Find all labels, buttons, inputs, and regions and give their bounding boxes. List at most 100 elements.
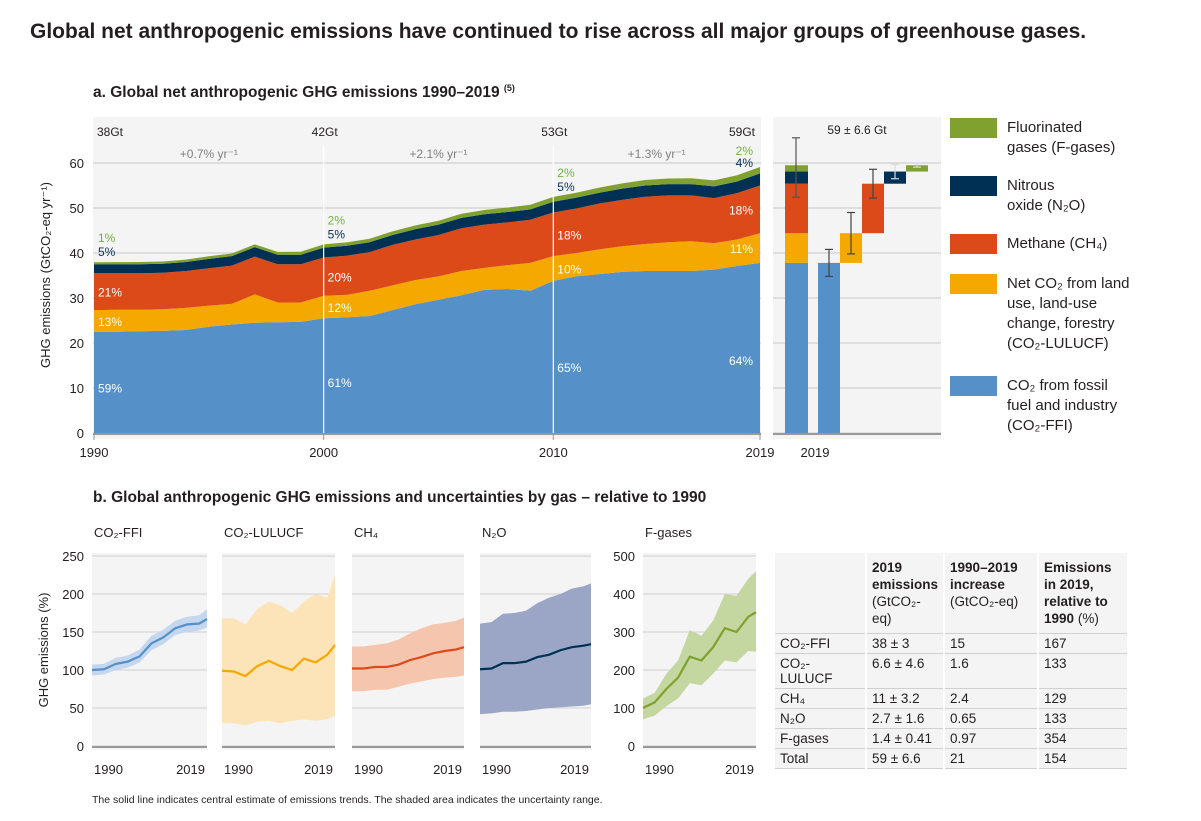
table-row: CH₄ 11 ± 3.2 2.4 129 (775, 688, 1130, 709)
header-unit: (GtCO₂-eq) (950, 594, 1019, 609)
x-tick-label: 2019 (433, 762, 462, 777)
area-ffi (94, 262, 760, 433)
y-tick-label: 200 (62, 587, 84, 602)
area-ch4 (94, 185, 760, 311)
legend-swatch (950, 274, 997, 294)
panel-title-ch4: CH₄ (354, 525, 378, 540)
share-label-ch4: 21% (98, 286, 122, 300)
central-line-n2o (479, 643, 592, 671)
table-cell: 15 (944, 633, 1040, 654)
table-cell: CO₂-FFI (775, 633, 867, 654)
y-tick-label: 10 (70, 381, 84, 396)
legend-label: fuel and industry (1007, 397, 1118, 414)
y-tick-label: 20 (70, 336, 84, 351)
x-tick-label: 1990 (94, 762, 123, 777)
panel-a-title: a. Global net anthropogenic GHG emission… (93, 83, 515, 102)
table-cell: 0.65 (944, 708, 1040, 729)
share-label-lulucf: 10% (557, 263, 581, 277)
y-tick-label: 150 (62, 625, 84, 640)
panel-title-ffi: CO₂-FFI (94, 525, 142, 540)
x-tick-label: 2019 (725, 762, 754, 777)
legend-swatch (950, 118, 997, 138)
table-header (775, 553, 867, 634)
y-tick-label: 30 (70, 291, 84, 306)
share-label-lulucf: 12% (328, 301, 352, 315)
legend-swatch (950, 234, 997, 254)
x-tick-label: 2010 (539, 445, 568, 460)
stacked-bar-lulucf (785, 233, 808, 263)
x-tick-label: 1990 (354, 762, 383, 777)
central-line-lulucf (221, 644, 336, 678)
panel-a-title-text: a. Global net anthropogenic GHG emission… (93, 84, 500, 102)
table-header: 1990–2019 increase (GtCO₂-eq) (944, 553, 1040, 634)
central-line-ch4 (352, 646, 465, 670)
legend-label: use, land-use (1007, 295, 1098, 312)
x-tick-label: 1990 (224, 762, 253, 777)
table-row: Total 59 ± 6.6 21 154 (775, 748, 1130, 769)
uncertainty-band-ffi (92, 609, 207, 676)
total-label: 42Gt (312, 125, 339, 139)
y-tick-label: 0 (77, 739, 84, 754)
table-cell: 133 (1038, 708, 1130, 729)
table-cell: 1.4 ± 0.41 (866, 728, 946, 749)
growth-rate-label: +0.7% yr⁻¹ (180, 147, 238, 161)
y-tick-label: 100 (613, 701, 635, 716)
x-tick-label: 2019 (746, 445, 775, 460)
y-tick-label: 0 (77, 426, 84, 441)
uncertainty-band-ch4 (352, 617, 464, 692)
x-tick-label: 2019 (560, 762, 589, 777)
legend-label: Net CO₂ from land (1007, 275, 1130, 292)
share-label-ffi: 61% (328, 376, 352, 390)
legend-item-ch4: Methane (CH₄) (950, 234, 1107, 254)
x-tick-label: 1990 (645, 762, 674, 777)
table-row: N₂O 2.7 ± 1.6 0.65 133 (775, 708, 1130, 729)
legend-label: (CO₂-LULUCF) (1007, 335, 1109, 352)
panel-title-n2o: N₂O (482, 525, 507, 540)
legend-label: oxide (N₂O) (1007, 197, 1086, 214)
header-text: 1990–2019 increase (950, 560, 1018, 592)
table-cell: CH₄ (775, 688, 867, 709)
header-text: Emissions in 2019, relative to 1990 (1044, 560, 1112, 626)
total-label: 59Gt (729, 125, 756, 139)
table-cell: Total (775, 748, 867, 769)
share-label-fgas: 2% (736, 144, 754, 158)
table-cell: 2.4 (944, 688, 1040, 709)
legend-label: CO₂ from fossil (1007, 377, 1108, 394)
legend-item-fgas: Fluorinated gases (F-gases) (950, 118, 1115, 158)
legend-swatch (950, 376, 997, 396)
growth-rate-label: +2.1% yr⁻¹ (409, 147, 467, 161)
y-axis-label: GHG emissions (%) (36, 593, 51, 708)
share-label-n2o: 5% (98, 245, 116, 259)
legend-label: (CO₂-FFI) (1007, 417, 1073, 434)
share-label-fgas: 1% (98, 231, 116, 245)
panel-b-title: b. Global anthropogenic GHG emissions an… (93, 489, 707, 506)
bar-panel-title: 59 ± 6.6 Gt (827, 123, 887, 137)
table-row: CO₂-FFI 38 ± 3 15 167 (775, 633, 1130, 654)
y-tick-label: 0 (628, 739, 635, 754)
y-tick-label: 50 (70, 701, 84, 716)
x-tick-label: 2000 (309, 445, 338, 460)
table-cell: 38 ± 3 (866, 633, 946, 654)
table-cell: 154 (1038, 748, 1130, 769)
y-tick-label: 40 (70, 246, 84, 261)
y-tick-label: 300 (613, 625, 635, 640)
x-tick-label: 2019 (176, 762, 205, 777)
table-cell: 354 (1038, 728, 1130, 749)
share-label-n2o: 5% (557, 180, 575, 194)
y-tick-label: 400 (613, 587, 635, 602)
total-label: 38Gt (97, 125, 124, 139)
table-cell: F-gases (775, 728, 867, 749)
footnote-ref: (5) (503, 83, 515, 93)
panel-title-lulucf: CO₂-LULUCF (224, 525, 304, 540)
legend-label: Methane (CH₄) (1007, 235, 1108, 252)
table-cell: 167 (1038, 633, 1130, 654)
legend-item-lulucf: Net CO₂ from land use, land-use change, fo… (950, 274, 1130, 354)
area-fgas (94, 167, 760, 265)
stacked-bar-ch4 (785, 183, 808, 234)
table-cell: 133 (1038, 653, 1130, 689)
table-cell: 59 ± 6.6 (866, 748, 946, 769)
x-tick-label: 1990 (80, 445, 109, 460)
share-label-fgas: 2% (557, 166, 575, 180)
